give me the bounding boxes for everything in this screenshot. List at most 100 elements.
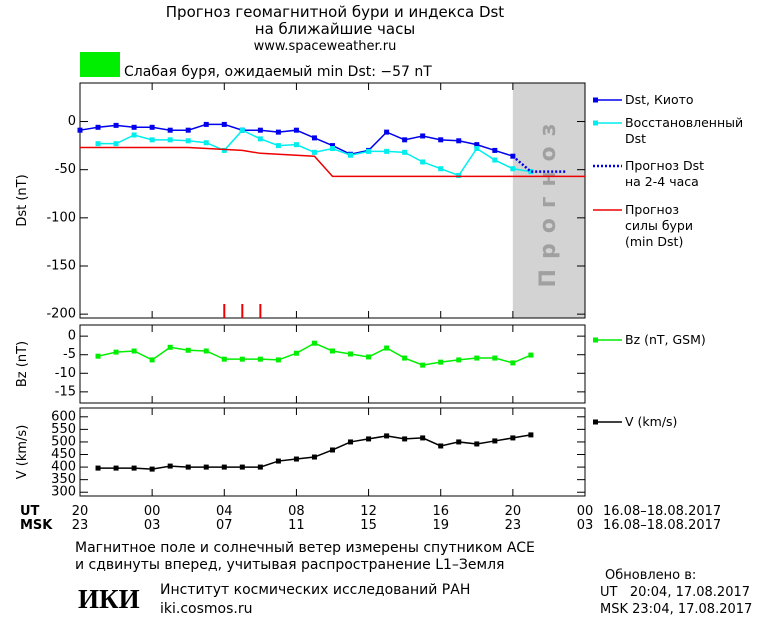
point [221, 356, 227, 362]
point [131, 132, 137, 138]
point [366, 148, 372, 154]
point [348, 351, 354, 357]
point [95, 465, 101, 471]
point [510, 435, 516, 441]
x-tick-label: 11 [288, 518, 305, 533]
point [330, 348, 335, 354]
point [420, 362, 426, 368]
point [167, 463, 173, 469]
point [366, 354, 372, 360]
point [293, 456, 299, 462]
y-tick-label: 400 [51, 460, 76, 475]
point [402, 137, 408, 143]
note: и сдвинуты вперед, учитывая распростране… [75, 557, 505, 573]
series-line [512, 155, 567, 173]
x-tick-label: 08 [288, 504, 305, 519]
point [275, 357, 281, 363]
point [311, 340, 317, 346]
point [113, 465, 119, 471]
y-tick-label: 350 [51, 472, 76, 487]
point [456, 172, 462, 178]
point [77, 127, 83, 133]
point [149, 466, 155, 472]
point [402, 149, 408, 155]
point [420, 133, 426, 139]
point [402, 436, 408, 442]
point [456, 357, 462, 363]
y-tick-label: -5 [63, 347, 76, 362]
title: Прогноз геомагнитной бури и индекса Dst [166, 3, 505, 21]
x-tick-label: 00 [144, 504, 161, 519]
series-line [80, 146, 585, 178]
point [203, 140, 209, 146]
y-tick-label: 300 [51, 485, 76, 500]
y-tick-label: 500 [51, 434, 76, 449]
x-tick-label: 23 [72, 518, 89, 533]
legend-label: Прогноз силы бури (min Dst) [625, 202, 693, 249]
y-tick-label: -200 [46, 307, 76, 322]
y-tick-label: 450 [51, 447, 76, 462]
legend-swatch [593, 337, 598, 343]
url: www.spaceweather.ru [254, 39, 397, 54]
y-tick-label: 600 [51, 409, 76, 424]
x-tick-label: 19 [432, 518, 449, 533]
point [185, 347, 191, 353]
status-box [80, 52, 120, 77]
x-tick-label: 20 [505, 504, 522, 519]
point [420, 435, 426, 441]
institute: Институт космических исследований РАН [160, 582, 471, 598]
legend-label: Dst, Киото [625, 92, 694, 107]
point [239, 464, 245, 470]
point [438, 443, 444, 449]
x-tick-label: 20 [72, 504, 89, 519]
y-tick-label: -50 [55, 162, 76, 177]
point [510, 166, 516, 172]
point [311, 135, 317, 141]
y-axis-title: Dst (nT) [15, 174, 30, 226]
point [330, 145, 335, 151]
point [167, 127, 173, 133]
y-tick-label: 0 [68, 329, 76, 344]
plot-frame [79, 324, 586, 404]
point [384, 148, 390, 154]
point [474, 441, 480, 447]
x-tick-label: 23 [505, 518, 522, 533]
x-axis-label: MSK [20, 518, 53, 533]
point [528, 432, 534, 438]
point [402, 355, 408, 361]
point [257, 356, 263, 362]
x-tick-label: 15 [360, 518, 377, 533]
x-axis-label: UT [20, 504, 40, 519]
point [95, 124, 101, 130]
legend-label: Bz (nT, GSM) [625, 332, 706, 347]
point [239, 356, 245, 362]
point [131, 348, 137, 354]
status-text: Слабая буря, ожидаемый min Dst: −57 nT [124, 64, 432, 80]
point [510, 360, 516, 366]
x-tick-label: 04 [216, 504, 233, 519]
updated-ut: UT 20:04, 17.08.2017 [600, 585, 751, 600]
point [275, 143, 281, 149]
point [167, 137, 173, 143]
point [185, 464, 191, 470]
y-tick-label: 550 [51, 422, 76, 437]
point [149, 357, 155, 363]
point [293, 127, 299, 133]
point [492, 147, 498, 153]
legend-swatch [593, 97, 598, 103]
legend-label: Прогноз Dst на 2-4 часа [625, 158, 705, 189]
point [221, 121, 227, 127]
y-tick-label: -150 [46, 258, 76, 273]
x-tick-label: 12 [360, 504, 377, 519]
x-tick-label: 00 [577, 504, 594, 519]
point [257, 127, 263, 133]
legend-swatch [593, 419, 598, 425]
point [330, 447, 335, 453]
point [149, 137, 155, 143]
updated-msk: MSK 23:04, 17.08.2017 [600, 602, 753, 617]
point [528, 352, 534, 358]
point [438, 166, 444, 172]
point [311, 149, 317, 155]
point [149, 124, 155, 130]
